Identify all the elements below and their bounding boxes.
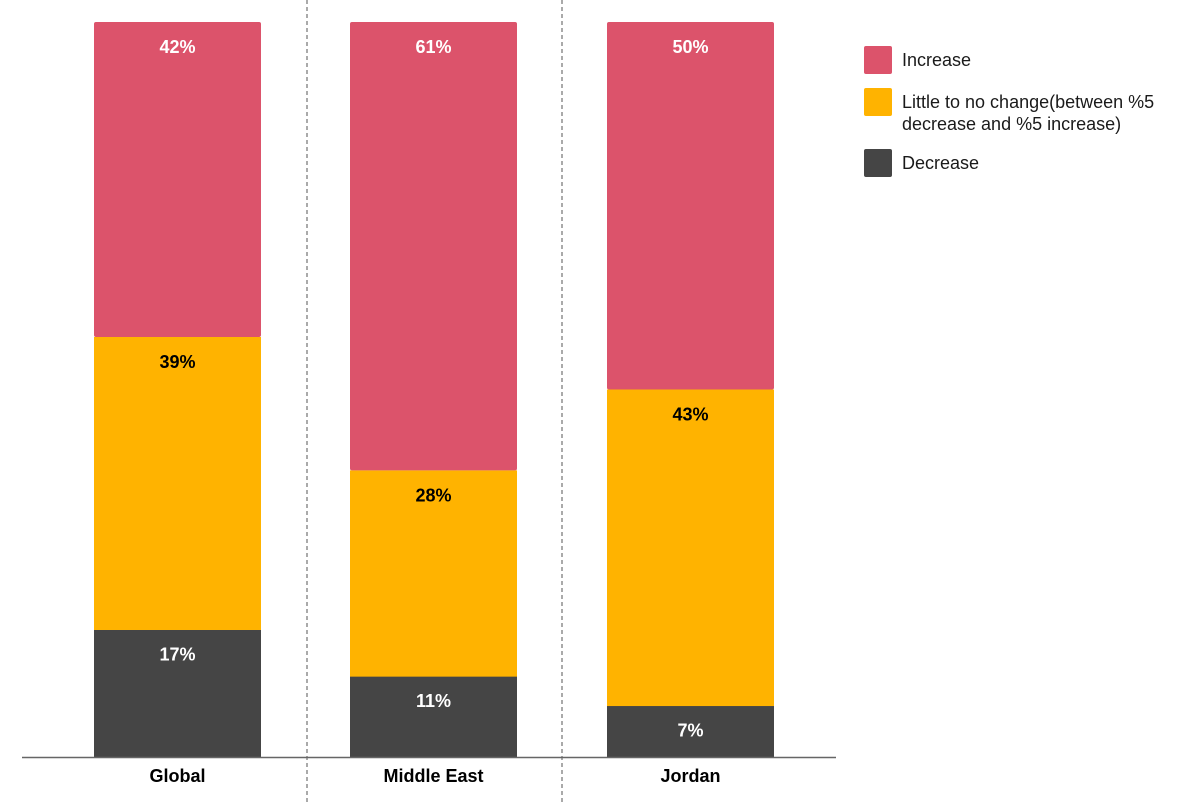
- data-label-jordan-increase: 50%: [672, 37, 708, 57]
- data-label-global-increase: 42%: [159, 37, 195, 57]
- legend-swatch: [864, 46, 892, 74]
- x-tick-label-global: Global: [149, 766, 205, 786]
- legend-label: Little to no change(between %5 decrease …: [902, 92, 1155, 134]
- data-label-middle-east-decrease: 11%: [416, 691, 451, 711]
- stacked-bar-chart: 17% 39% 42% 11% 28% 61% 7% 43% 50% Global Middle …: [22, 0, 836, 803]
- bar-middle-east-decrease: [350, 676, 517, 758]
- legend-label: Increase: [902, 50, 972, 70]
- bar-global-little-to-no-change-: [94, 337, 261, 630]
- legend: Increase Little to no change(between %5 d…: [864, 46, 1194, 191]
- legend-swatch: [864, 88, 892, 116]
- data-label-global-little-to-no-change-: 39%: [159, 352, 195, 372]
- bar-jordan-decrease: [607, 705, 774, 758]
- data-label-global-decrease: 17%: [159, 645, 195, 665]
- legend-swatch: [864, 149, 892, 177]
- bar-middle-east-increase: [350, 22, 517, 471]
- x-tick-label-jordan: Jordan: [660, 766, 720, 786]
- legend-label: Decrease: [902, 153, 980, 173]
- data-label-jordan-decrease: 7%: [677, 721, 703, 741]
- bar-middle-east-little-to-no-change-: [350, 470, 517, 677]
- bar-global-decrease: [94, 629, 261, 758]
- data-label-middle-east-little-to-no-change-: 28%: [415, 485, 451, 505]
- x-tick-label-middle-east: Middle East: [383, 766, 483, 786]
- bar-jordan-increase: [607, 22, 774, 390]
- bar-jordan-little-to-no-change-: [607, 389, 774, 707]
- bar-global-increase: [94, 22, 261, 337]
- legend-item-little-to-no-change-betw: Little to no change(between %5 decrease …: [864, 88, 1194, 135]
- legend-item-increase: Increase: [864, 46, 1194, 74]
- legend-item-decrease: Decrease: [864, 149, 1194, 177]
- data-label-jordan-little-to-no-change-: 43%: [672, 405, 708, 425]
- data-label-middle-east-increase: 61%: [415, 37, 451, 57]
